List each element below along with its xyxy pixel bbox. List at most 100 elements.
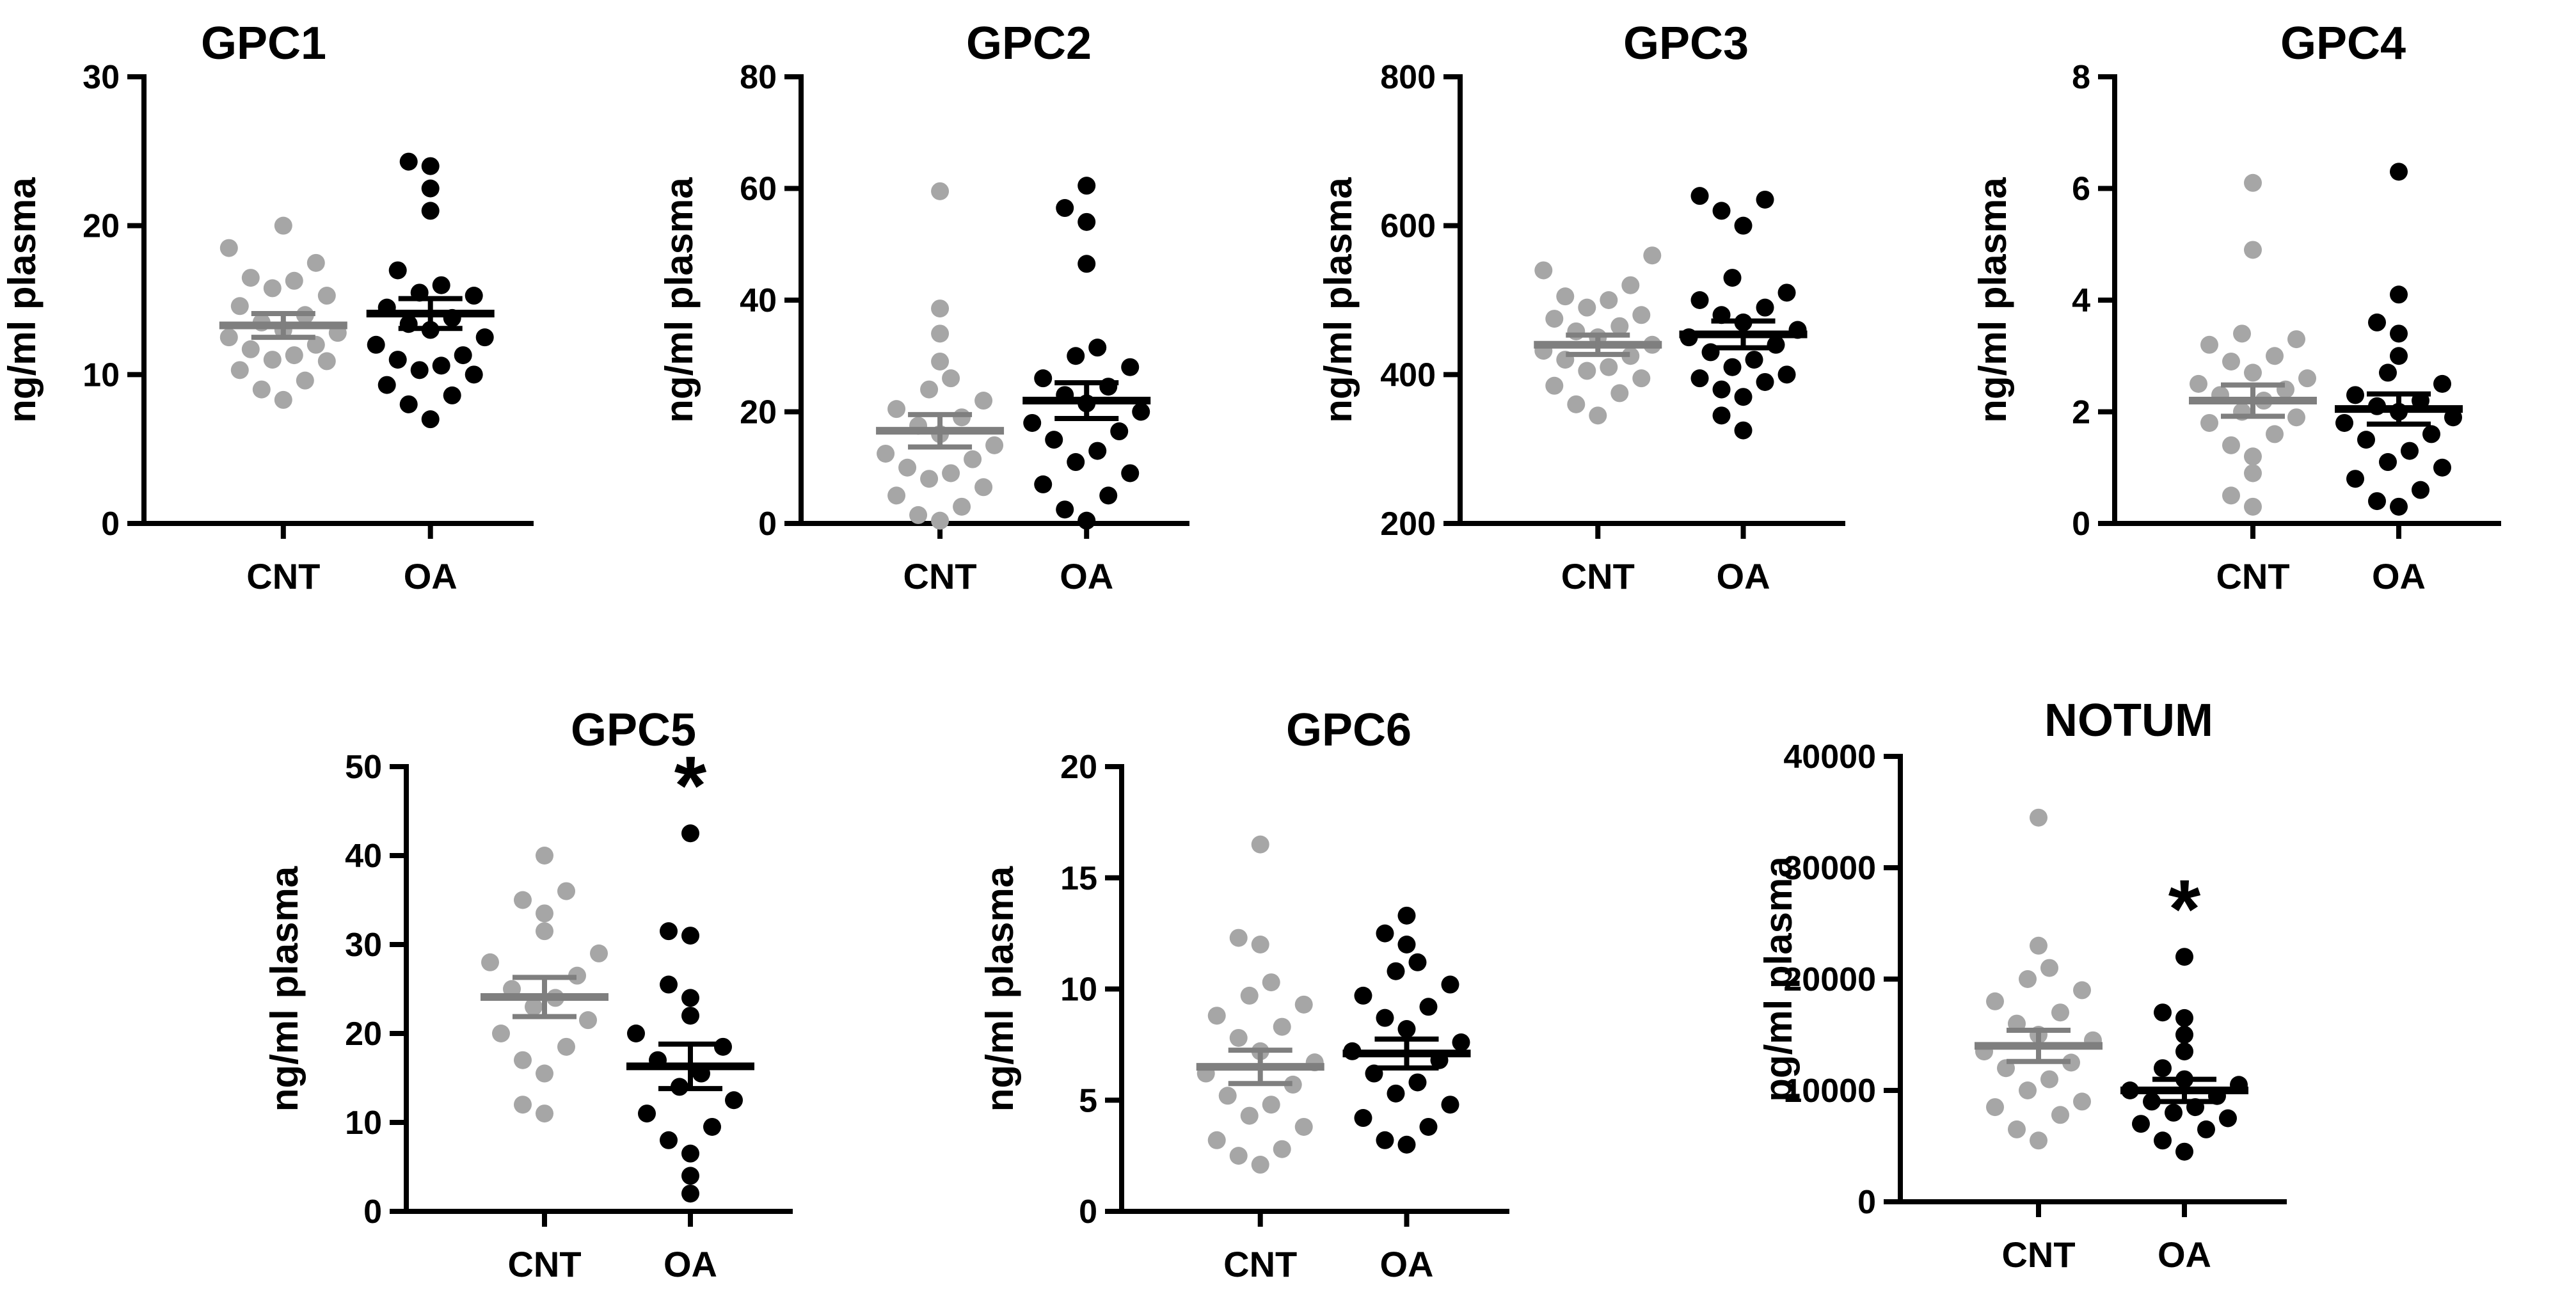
y-axis-label: ng/ml plasma — [1317, 177, 1360, 423]
y-axis-label: ng/ml plasma — [1971, 177, 2014, 423]
data-point-oa — [2132, 1115, 2150, 1133]
data-point-cnt — [274, 390, 292, 409]
data-point-oa — [432, 276, 450, 294]
data-point-cnt — [525, 998, 543, 1016]
y-tick-label: 40000 — [1783, 738, 1876, 776]
data-point-cnt — [1986, 1098, 2004, 1117]
data-point-oa — [2175, 1026, 2193, 1044]
data-point-cnt — [536, 1105, 553, 1123]
data-point-oa — [1121, 464, 1140, 483]
data-point-cnt — [285, 271, 303, 290]
data-point-oa — [1056, 199, 1074, 218]
chart-title: GPC4 — [2280, 18, 2406, 69]
y-tick-label: 20 — [1060, 749, 1097, 786]
data-point-oa — [1397, 1020, 1416, 1039]
data-point-oa — [2165, 1103, 2182, 1122]
y-tick-label: 20 — [345, 1016, 382, 1053]
data-point-oa — [1077, 255, 1096, 273]
data-point-cnt — [1251, 936, 1269, 953]
data-point-cnt — [2190, 374, 2207, 393]
data-point-cnt — [2244, 497, 2262, 516]
data-point-oa — [627, 1025, 645, 1042]
data-point-cnt — [514, 891, 532, 909]
data-point-oa — [1690, 291, 1709, 309]
data-point-oa — [2379, 363, 2397, 382]
data-point-cnt — [536, 904, 553, 923]
data-point-cnt — [1262, 1096, 1280, 1114]
data-point-oa — [2143, 1092, 2161, 1111]
data-point-oa — [1067, 453, 1085, 472]
data-point-cnt — [1621, 347, 1640, 365]
data-point-oa — [1077, 212, 1096, 231]
data-point-oa — [2175, 1009, 2193, 1027]
data-point-cnt — [1610, 317, 1629, 335]
data-point-oa — [681, 1184, 699, 1203]
chart-gpc4: GPC4 ng/ml plasma 0 2 4 6 8 CNT OA — [1971, 18, 2501, 596]
data-point-oa — [660, 1131, 678, 1149]
y-tick-label: 10 — [345, 1105, 382, 1142]
chart-gpc3: GPC3 ng/ml plasma 200 400 600 800 CNT OA — [1317, 18, 1845, 596]
data-point-cnt — [306, 335, 325, 354]
data-point-oa — [681, 1144, 699, 1163]
data-point-cnt — [974, 478, 993, 497]
data-point-cnt — [942, 464, 960, 483]
data-point-oa — [1088, 339, 1107, 357]
x-category-label: CNT — [507, 1244, 581, 1284]
data-point-cnt — [1251, 1156, 1269, 1174]
data-point-cnt — [1600, 358, 1618, 376]
data-point-oa — [1734, 216, 1753, 235]
axis-lines — [799, 74, 1189, 526]
data-point-cnt — [2019, 1081, 2037, 1099]
x-category-label: CNT — [2001, 1234, 2075, 1275]
y-tick-label: 60 — [740, 171, 777, 208]
y-tick-label: 20000 — [1783, 961, 1876, 998]
data-point-cnt — [1229, 929, 1248, 947]
data-point-cnt — [1556, 287, 1575, 306]
data-point-cnt — [942, 369, 960, 388]
data-point-oa — [1756, 190, 1774, 209]
data-point-cnt — [2298, 369, 2316, 388]
data-point-oa — [1712, 380, 1731, 399]
data-point-oa — [1441, 1096, 1459, 1114]
data-point-cnt — [1545, 376, 1564, 395]
y-tick-label: 0 — [2072, 506, 2090, 543]
data-point-cnt — [898, 458, 917, 477]
x-category-label: OA — [1060, 556, 1113, 596]
data-point-oa — [1734, 421, 1753, 440]
data-point-oa — [1441, 975, 1459, 994]
data-point-oa — [2175, 1142, 2193, 1161]
data-point-oa — [1777, 365, 1796, 384]
data-point-oa — [421, 179, 440, 198]
x-category-label: CNT — [1223, 1244, 1297, 1284]
data-point-oa — [660, 975, 678, 994]
data-point-cnt — [1567, 395, 1586, 413]
y-axis-label: ng/ml plasma — [978, 866, 1021, 1112]
data-point-oa — [2444, 408, 2462, 427]
data-point-oa — [1056, 500, 1074, 519]
data-point-oa — [2390, 324, 2408, 343]
data-point-oa — [1354, 986, 1372, 1005]
data-point-oa — [2422, 425, 2440, 443]
data-point-oa — [2390, 347, 2408, 365]
data-point-oa — [475, 328, 494, 347]
data-point-oa — [465, 287, 483, 305]
data-point-oa — [1376, 1009, 1394, 1027]
data-point-cnt — [920, 470, 939, 488]
data-point-oa — [703, 1117, 721, 1136]
data-point-cnt — [2244, 363, 2262, 382]
data-point-oa — [1756, 372, 1774, 391]
axis-lines — [1898, 754, 2287, 1204]
data-point-oa — [1376, 924, 1394, 943]
data-point-oa — [1023, 413, 1042, 432]
data-point-cnt — [1207, 1007, 1226, 1025]
data-point-oa — [1397, 936, 1416, 953]
data-point-cnt — [1534, 261, 1553, 280]
y-tick-label: 400 — [1380, 356, 1436, 394]
data-point-cnt — [887, 486, 906, 505]
y-tick-label: 5 — [1079, 1082, 1097, 1119]
axis-lines — [2112, 74, 2501, 526]
data-point-oa — [1723, 358, 1742, 376]
data-point-oa — [2219, 1109, 2237, 1128]
chart-title: GPC1 — [201, 18, 326, 69]
data-point-oa — [2379, 453, 2397, 472]
